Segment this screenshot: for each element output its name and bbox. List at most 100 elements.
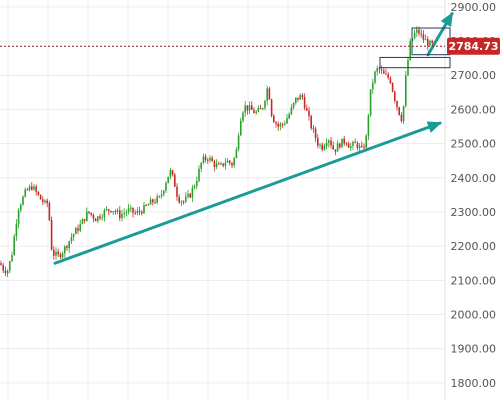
candle-body: [215, 163, 218, 168]
candle-body: [422, 34, 425, 40]
candle-body: [319, 144, 321, 146]
candle-body: [180, 201, 183, 203]
candle-body: [37, 191, 40, 195]
candle-body: [70, 237, 73, 242]
candle-body: [136, 210, 139, 213]
candle-body: [242, 112, 244, 121]
candle-body: [356, 142, 359, 148]
current-price-tag: 2784.73: [447, 37, 500, 55]
candle-body: [367, 115, 370, 136]
candle-body: [312, 128, 315, 130]
candle-body: [233, 157, 235, 166]
candle-body: [273, 115, 275, 123]
candle-body: [372, 82, 374, 90]
candle-body: [178, 196, 180, 203]
candle-body: [149, 199, 152, 205]
y-tick-label: 2500.00: [451, 138, 497, 151]
candle-body: [350, 146, 352, 148]
candle-body: [240, 120, 242, 136]
candle-body: [389, 77, 392, 83]
candle-body: [369, 89, 372, 116]
grid: [0, 0, 445, 400]
candle-body: [4, 270, 7, 274]
candle-body: [176, 186, 178, 197]
candle-body: [226, 160, 229, 163]
candle-body: [248, 105, 251, 111]
candle-body: [127, 208, 130, 212]
candle-body: [13, 236, 15, 255]
candle-body: [105, 209, 108, 211]
candle-body: [125, 211, 128, 214]
candle-body: [169, 170, 172, 177]
candle-body: [288, 114, 290, 119]
candle-body: [147, 204, 150, 206]
candle-body: [365, 135, 367, 148]
y-tick-label: 2700.00: [451, 69, 497, 82]
candle-body: [101, 217, 103, 219]
candle-body: [391, 82, 394, 92]
candle-body: [31, 186, 33, 190]
candle-body: [99, 216, 101, 219]
candle-body: [418, 29, 420, 34]
candle-body: [2, 265, 4, 271]
candle-body: [281, 123, 284, 125]
candle-body: [174, 174, 176, 187]
candle-body: [68, 241, 70, 249]
y-tick-label: 2000.00: [451, 309, 497, 322]
candle-body: [363, 146, 365, 148]
candle-body: [255, 111, 257, 114]
candle-body: [64, 246, 66, 254]
candle-body: [103, 209, 106, 218]
candle-body: [330, 140, 332, 146]
candle-body: [185, 196, 187, 202]
candle-body: [81, 219, 84, 225]
candle-body: [9, 261, 11, 271]
candle-body: [33, 186, 35, 190]
candle-body: [383, 70, 385, 74]
candle-body: [405, 75, 407, 106]
y-tick-label: 2400.00: [451, 172, 497, 185]
candle-body: [0, 263, 2, 266]
candle-body: [154, 202, 156, 204]
candle-body: [160, 194, 163, 197]
candle-body: [132, 207, 134, 213]
candle-body: [398, 107, 400, 115]
candle-body: [198, 168, 200, 182]
candle-body: [306, 108, 308, 111]
candle-body: [222, 163, 224, 166]
candle-body: [297, 97, 299, 100]
candle-body: [123, 213, 125, 215]
candle-body: [299, 95, 301, 100]
candle-body: [191, 187, 194, 198]
candle-body: [15, 223, 18, 237]
trendline: [53, 121, 442, 265]
candle-body: [48, 203, 51, 221]
candle-body: [167, 176, 169, 184]
y-axis-ticks: 1800.00 1900.00 2000.00 2100.00 2200.00 2300.…: [451, 1, 497, 390]
candle-body: [292, 102, 295, 108]
candle-body: [376, 68, 378, 72]
candle-body: [138, 210, 141, 212]
candle-body: [251, 105, 253, 110]
candle-body: [75, 228, 77, 235]
candle-body: [270, 99, 273, 116]
candle-body: [94, 218, 97, 222]
candle-body: [90, 212, 92, 215]
candle-body: [427, 39, 429, 46]
candle-body: [79, 224, 81, 231]
candle-body: [352, 141, 354, 147]
candle-body: [244, 105, 246, 113]
y-tick-label: 2900.00: [451, 1, 497, 14]
candle-body: [262, 108, 264, 110]
candle-body: [380, 69, 383, 71]
candle-body: [35, 186, 37, 192]
candle-body: [6, 270, 9, 274]
candle-body: [279, 123, 282, 127]
candle-body: [253, 109, 255, 114]
candle-body: [235, 149, 238, 158]
candle-body: [108, 209, 110, 211]
candle-body: [57, 251, 59, 255]
candle-body: [182, 201, 185, 203]
